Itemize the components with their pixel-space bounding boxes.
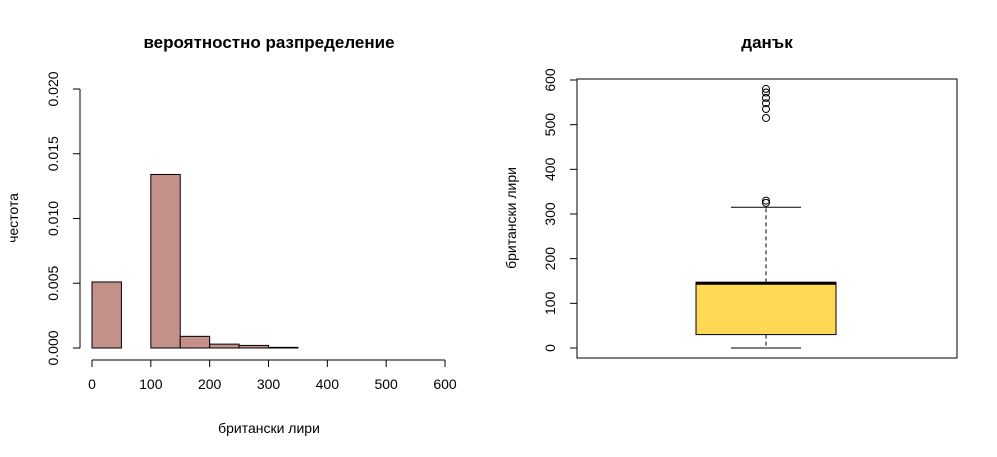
boxplot-marks <box>695 84 837 349</box>
histogram-x-tick-label: 400 <box>316 376 340 392</box>
boxplot-outlier <box>762 88 770 97</box>
histogram-x-tick-label: 200 <box>198 376 222 392</box>
boxplot-panel: данък британски лири 0 100 200 300 400 500 600 <box>503 33 958 359</box>
boxplot-y-tick-label: 200 <box>542 247 558 271</box>
histogram-bar <box>268 346 299 349</box>
boxplot-outlier <box>762 198 770 207</box>
boxplot-y-tick-label: 100 <box>542 291 558 315</box>
histogram-bar <box>179 335 211 349</box>
histogram-x-axis: 0 100 200 300 400 500 600 <box>88 359 457 392</box>
boxplot-y-axis-label: британски лири <box>503 167 519 269</box>
boxplot-y-tick-label: 400 <box>542 157 558 181</box>
histogram-bar <box>238 344 269 349</box>
histogram-bars <box>91 173 299 349</box>
histogram-x-tick-label: 500 <box>374 376 398 392</box>
histogram-bar <box>209 343 240 349</box>
histogram-y-tick-label: 0.010 <box>45 201 61 236</box>
histogram-x-axis-label: британски лири <box>218 420 320 436</box>
boxplot-outlier <box>762 105 770 114</box>
histogram-y-tick-label: 0.005 <box>45 266 61 301</box>
histogram-x-tick-label: 600 <box>433 376 457 392</box>
boxplot-outlier <box>762 99 770 108</box>
histogram-y-tick-label: 0.020 <box>45 71 61 106</box>
histogram-bar <box>91 281 122 349</box>
boxplot-title: данък <box>741 33 793 52</box>
boxplot-outlier <box>762 196 770 205</box>
boxplot-y-tick-label: 0 <box>542 344 558 352</box>
histogram-y-axis-label: честота <box>5 193 21 243</box>
histogram-panel: вероятностно разпределение британски лир… <box>5 33 457 436</box>
boxplot-y-tick-label: 300 <box>542 202 558 226</box>
histogram-bar <box>150 173 181 349</box>
histogram-y-tick-label: 0.015 <box>45 136 61 171</box>
histogram-y-tick-label: 0.000 <box>45 330 61 365</box>
histogram-x-tick-label: 100 <box>139 376 163 392</box>
boxplot-y-tick-label: 600 <box>542 68 558 92</box>
boxplot-y-tick-label: 500 <box>542 113 558 137</box>
histogram-y-axis: 0.000 0.005 0.010 0.015 0.020 <box>45 71 81 366</box>
histogram-x-tick-label: 300 <box>257 376 281 392</box>
histogram-title: вероятностно разпределение <box>143 33 394 52</box>
boxplot-outlier <box>762 113 770 122</box>
histogram-x-tick-label: 0 <box>88 376 96 392</box>
boxplot-outlier <box>762 93 770 102</box>
boxplot-y-axis: 0 100 200 300 400 500 600 <box>542 68 578 352</box>
boxplot-outlier <box>762 84 770 93</box>
boxplot-box <box>695 281 837 336</box>
